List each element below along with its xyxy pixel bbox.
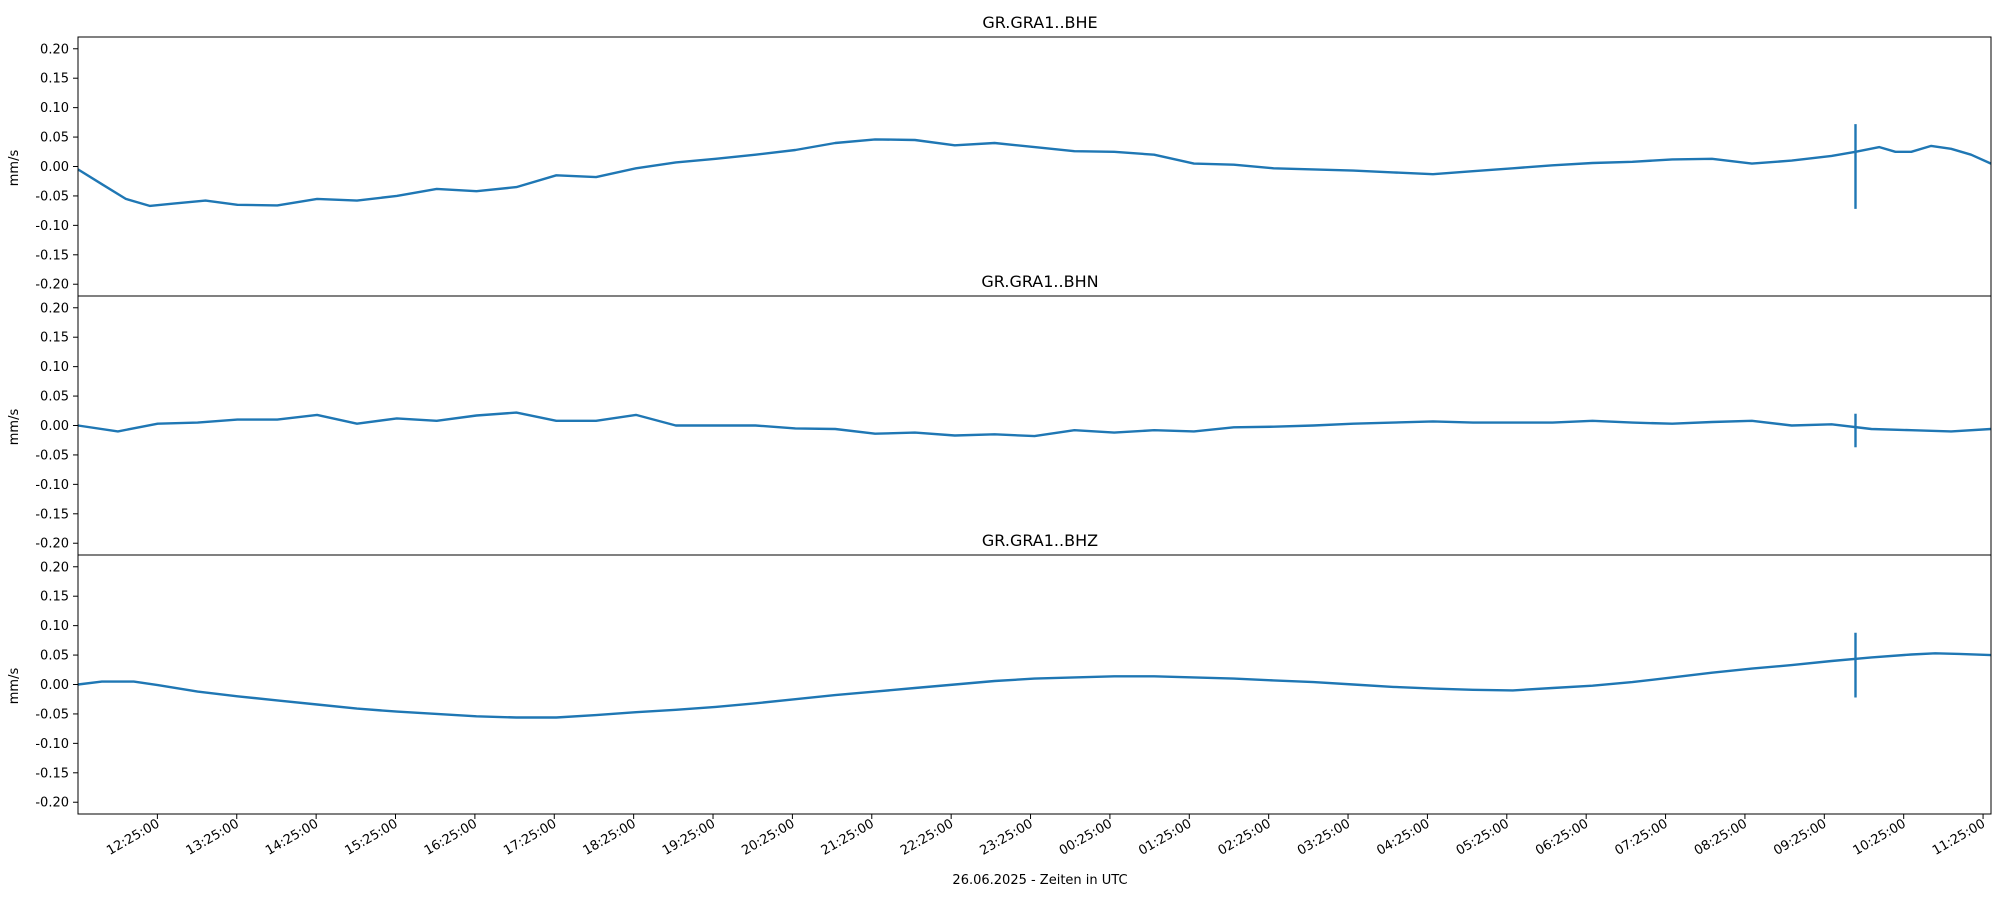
y-tick-label: 0.05 (40, 390, 69, 405)
y-tick-label: -0.05 (35, 707, 69, 722)
panel-bhe-title: GR.GRA1..BHE (982, 13, 1097, 32)
x-tick-label: 17:25:00 (501, 816, 559, 858)
panel-bhn-title: GR.GRA1..BHN (981, 272, 1098, 291)
y-tick-label: -0.05 (35, 189, 69, 204)
y-tick-label: -0.10 (35, 219, 69, 234)
y-tick-label: 0.15 (40, 331, 69, 346)
x-tick-label: 16:25:00 (422, 816, 480, 858)
y-tick-label: -0.15 (35, 248, 69, 263)
y-tick-label: -0.20 (35, 537, 69, 552)
y-tick-label: -0.20 (35, 796, 69, 811)
panel-bhn-trace (77, 411, 1992, 438)
panel-bhe-yticks: 0.20 0.15 0.10 0.05 0.00 -0.05 -0.10 -0.15 -0.20 (35, 42, 78, 293)
x-tick-label: 00:25:00 (1057, 816, 1115, 858)
x-tick-label: 08:25:00 (1692, 816, 1750, 858)
y-tick-label: 0.15 (40, 72, 69, 87)
x-tick-label: 23:25:00 (977, 816, 1035, 858)
panel-bhz-trace (77, 652, 1992, 719)
y-tick-label: 0.10 (40, 101, 69, 116)
x-tick-label: 09:25:00 (1771, 816, 1829, 858)
y-tick-label: 0.10 (40, 360, 69, 375)
x-tick-label: 11:25:00 (1930, 816, 1988, 858)
x-axis-label: 26.06.2025 - Zeiten in UTC (952, 873, 1127, 888)
panel-bhn-yticks: 0.20 0.15 0.10 0.05 0.00 -0.05 -0.10 -0.15 -0.20 (35, 301, 78, 552)
y-tick-label: -0.15 (35, 507, 69, 522)
panel-bhn-frame (77, 295, 1992, 556)
panel-bhe-frame (77, 36, 1992, 297)
y-tick-label: 0.00 (40, 160, 69, 175)
panel-bhn: GR.GRA1..BHN mm/s 0.20 0.15 0.10 0.05 0.00 -0… (7, 272, 1992, 556)
panel-bhn-ylabel: mm/s (7, 409, 22, 446)
y-tick-label: 0.10 (40, 619, 69, 634)
y-tick-label: 0.05 (40, 131, 69, 146)
y-tick-label: 0.05 (40, 649, 69, 664)
x-tick-label: 03:25:00 (1295, 816, 1353, 858)
panel-bhz-ylabel: mm/s (7, 668, 22, 705)
y-tick-label: 0.20 (40, 42, 69, 57)
panel-bhz-frame (77, 554, 1992, 815)
x-tick-label: 18:25:00 (581, 816, 639, 858)
x-axis-ticks: 12:25:00 13:25:00 14:25:00 15:25:00 16:25:00… (104, 814, 1988, 859)
panel-bhz: GR.GRA1..BHZ mm/s 0.20 0.15 0.10 0.05 0.00 -0… (7, 531, 1992, 815)
panel-bhe-trace (77, 138, 1992, 208)
y-tick-label: -0.15 (35, 766, 69, 781)
x-tick-label: 20:25:00 (739, 816, 797, 858)
y-tick-label: 0.20 (40, 560, 69, 575)
y-tick-label: -0.10 (35, 737, 69, 752)
x-tick-label: 12:25:00 (104, 816, 162, 858)
y-tick-label: 0.15 (40, 590, 69, 605)
panel-bhz-title: GR.GRA1..BHZ (982, 531, 1098, 550)
y-tick-label: -0.20 (35, 278, 69, 293)
panel-bhe-ylabel: mm/s (7, 150, 22, 187)
x-tick-label: 05:25:00 (1454, 816, 1512, 858)
x-tick-label: 15:25:00 (342, 816, 400, 858)
x-tick-label: 22:25:00 (898, 816, 956, 858)
x-tick-label: 02:25:00 (1216, 816, 1274, 858)
x-tick-label: 01:25:00 (1136, 816, 1194, 858)
x-tick-label: 06:25:00 (1533, 816, 1591, 858)
y-tick-label: 0.20 (40, 301, 69, 316)
x-tick-label: 13:25:00 (184, 816, 242, 858)
y-tick-label: 0.00 (40, 678, 69, 693)
panel-bhz-yticks: 0.20 0.15 0.10 0.05 0.00 -0.05 -0.10 -0.15 -0.20 (35, 560, 78, 811)
y-tick-label: -0.10 (35, 478, 69, 493)
x-tick-label: 04:25:00 (1374, 816, 1432, 858)
x-tick-label: 19:25:00 (660, 816, 718, 858)
x-tick-label: 10:25:00 (1851, 816, 1909, 858)
x-tick-label: 14:25:00 (263, 816, 321, 858)
y-tick-label: 0.00 (40, 419, 69, 434)
x-tick-label: 21:25:00 (819, 816, 877, 858)
y-tick-label: -0.05 (35, 448, 69, 463)
x-tick-label: 07:25:00 (1612, 816, 1670, 858)
panel-bhe: GR.GRA1..BHE mm/s 0.20 0.15 0.10 0.05 0.00 -0… (7, 13, 1992, 297)
